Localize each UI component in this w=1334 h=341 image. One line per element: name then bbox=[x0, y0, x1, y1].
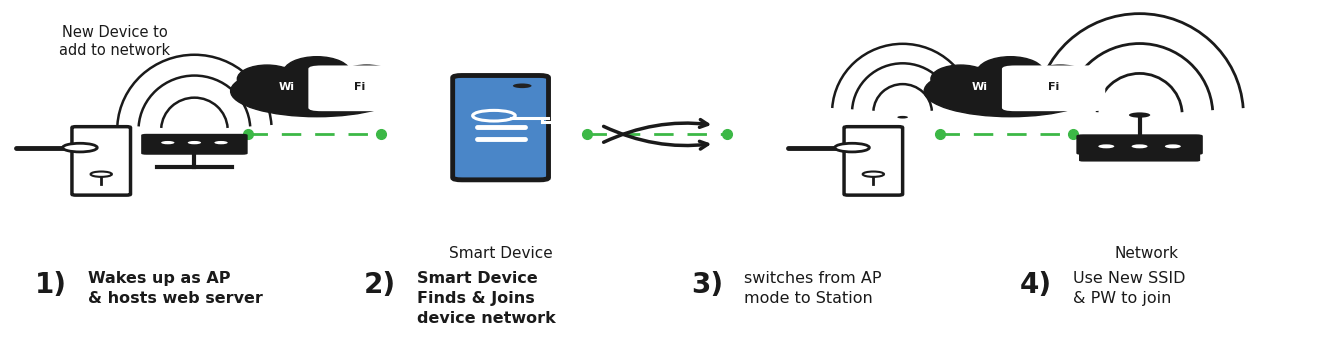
Text: Wi: Wi bbox=[279, 83, 295, 92]
Circle shape bbox=[1131, 144, 1147, 148]
Text: Use New SSID
& PW to join: Use New SSID & PW to join bbox=[1073, 270, 1186, 306]
Circle shape bbox=[1129, 113, 1150, 118]
Text: Smart Device
Finds & Joins
device network: Smart Device Finds & Joins device networ… bbox=[416, 270, 555, 326]
Text: New Device to
add to network: New Device to add to network bbox=[59, 25, 171, 58]
FancyBboxPatch shape bbox=[308, 65, 412, 111]
Circle shape bbox=[512, 84, 531, 88]
Ellipse shape bbox=[338, 65, 396, 93]
Circle shape bbox=[898, 116, 908, 119]
Circle shape bbox=[215, 141, 228, 144]
FancyBboxPatch shape bbox=[844, 127, 903, 195]
FancyBboxPatch shape bbox=[1002, 65, 1106, 111]
Ellipse shape bbox=[976, 57, 1045, 88]
Text: 2): 2) bbox=[363, 270, 396, 299]
Text: Fi: Fi bbox=[1049, 83, 1059, 92]
FancyBboxPatch shape bbox=[1077, 134, 1203, 155]
Text: 1): 1) bbox=[35, 270, 67, 299]
Circle shape bbox=[161, 141, 175, 144]
Ellipse shape bbox=[283, 57, 351, 88]
Text: Fi: Fi bbox=[355, 83, 366, 92]
Text: 3): 3) bbox=[691, 270, 723, 299]
Text: Wakes up as AP
& hosts web server: Wakes up as AP & hosts web server bbox=[88, 270, 263, 306]
Ellipse shape bbox=[237, 65, 296, 93]
Text: Smart Device: Smart Device bbox=[448, 247, 552, 262]
Text: 4): 4) bbox=[1019, 270, 1053, 299]
Ellipse shape bbox=[924, 65, 1097, 117]
Ellipse shape bbox=[931, 65, 990, 93]
Ellipse shape bbox=[1031, 65, 1090, 93]
FancyBboxPatch shape bbox=[452, 75, 548, 180]
Circle shape bbox=[188, 141, 201, 144]
Circle shape bbox=[835, 143, 870, 152]
Text: Wi: Wi bbox=[971, 83, 987, 92]
Circle shape bbox=[1165, 144, 1181, 148]
Text: switches from AP
mode to Station: switches from AP mode to Station bbox=[744, 270, 882, 306]
Circle shape bbox=[863, 172, 884, 177]
FancyBboxPatch shape bbox=[72, 127, 131, 195]
Ellipse shape bbox=[231, 65, 403, 117]
Circle shape bbox=[91, 172, 112, 177]
Circle shape bbox=[1098, 144, 1114, 148]
FancyBboxPatch shape bbox=[141, 134, 248, 155]
Text: Network: Network bbox=[1114, 247, 1178, 262]
FancyBboxPatch shape bbox=[1079, 152, 1201, 162]
Circle shape bbox=[63, 143, 97, 152]
